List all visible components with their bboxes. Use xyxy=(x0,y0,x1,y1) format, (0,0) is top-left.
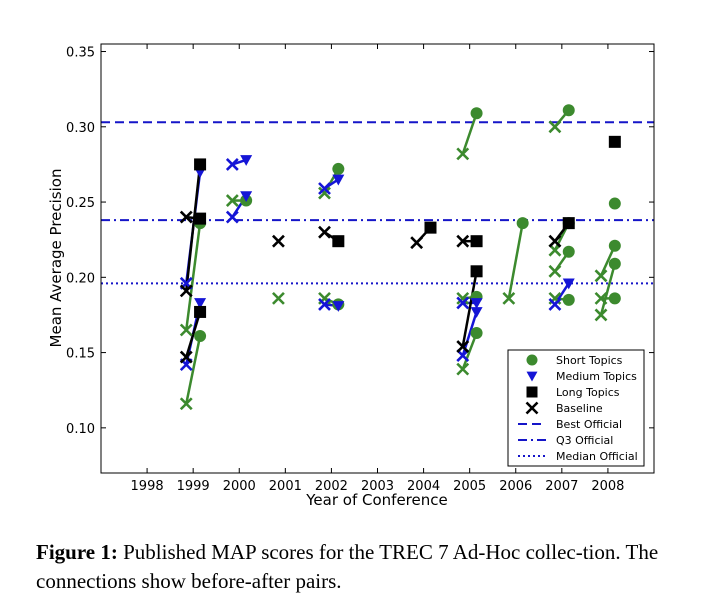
y-tick-label: 0.20 xyxy=(66,271,95,286)
short-topics-after-point xyxy=(563,104,575,116)
x-tick-label: 2005 xyxy=(453,479,486,494)
y-tick-label: 0.30 xyxy=(66,121,95,136)
long-topics-after-point xyxy=(194,213,206,225)
x-tick-label: 1998 xyxy=(131,479,164,494)
x-axis-label: Year of Conference xyxy=(305,491,447,509)
short-topics-point xyxy=(273,293,284,304)
short-topics-after-point xyxy=(609,240,621,252)
long-topics-after-point xyxy=(471,265,483,277)
reference-lines xyxy=(101,122,654,283)
long-topics-after-point xyxy=(424,222,436,234)
legend: Short Topics Medium Topics Long Topics Base… xyxy=(508,350,644,466)
long-topics-after-point xyxy=(471,235,483,247)
long-topics-after-point xyxy=(332,235,344,247)
short-topics-after-point xyxy=(609,258,621,270)
x-tick-label: 2006 xyxy=(499,479,532,494)
short-topics-before-point xyxy=(549,266,560,277)
short-topics-after-point xyxy=(471,327,483,339)
legend-swatch-short-topics xyxy=(527,355,538,366)
short-topics-after-point xyxy=(563,294,575,306)
baseline-point xyxy=(273,236,284,247)
short-topics-before-point xyxy=(457,364,468,375)
long-topics-after-point xyxy=(194,306,206,318)
legend-label: Q3 Official xyxy=(556,434,613,447)
short-topics-point xyxy=(609,198,621,210)
legend-label: Median Official xyxy=(556,450,638,463)
long-topics-point xyxy=(609,136,621,148)
long-topics-after-point xyxy=(563,217,575,229)
legend-label: Best Official xyxy=(556,418,622,431)
caption-label: Figure 1: xyxy=(36,540,118,564)
y-tick-label: 0.15 xyxy=(66,347,95,362)
caption-text: Published MAP scores for the TREC 7 Ad-H… xyxy=(36,540,658,593)
medium-topics-before-point xyxy=(549,299,560,310)
y-tick-label: 0.25 xyxy=(66,196,95,211)
short-topics-after-point xyxy=(332,163,344,175)
map-chart: 1998 1999 2000 2001 2002 2003 2004 2005 2006 2007… xyxy=(0,0,710,530)
x-tick-label: 2008 xyxy=(591,479,624,494)
legend-label: Medium Topics xyxy=(556,370,637,383)
x-tick-label: 2001 xyxy=(269,479,302,494)
figure-caption: Figure 1: Published MAP scores for the T… xyxy=(36,538,686,596)
short-topics-after-point xyxy=(517,217,529,229)
y-tick-label: 0.10 xyxy=(66,422,95,437)
short-topics-after-point xyxy=(194,330,206,342)
y-tick-label: 0.35 xyxy=(66,46,95,61)
medium-topics-before-point xyxy=(227,212,238,223)
x-tick-label: 1999 xyxy=(177,479,210,494)
x-tick-label: 2000 xyxy=(223,479,256,494)
legend-label: Baseline xyxy=(556,402,603,415)
legend-label: Long Topics xyxy=(556,386,620,399)
short-topics-pair-line xyxy=(463,113,477,154)
short-topics-pair-line xyxy=(509,223,523,298)
y-axis-label: Mean Average Precision xyxy=(47,169,65,348)
long-topics-after-point xyxy=(194,158,206,170)
short-topics-after-point xyxy=(563,246,575,258)
short-topics-before-point xyxy=(596,270,607,281)
legend-label: Short Topics xyxy=(556,354,623,367)
short-topics-after-point xyxy=(471,107,483,119)
x-tick-label: 2007 xyxy=(545,479,578,494)
legend-swatch-long-topics xyxy=(527,387,538,398)
long-topics-before-point xyxy=(319,227,330,238)
short-topics-after-point xyxy=(609,292,621,304)
medium-topics-after-point xyxy=(332,175,344,186)
long-topics-before-point xyxy=(411,237,422,248)
